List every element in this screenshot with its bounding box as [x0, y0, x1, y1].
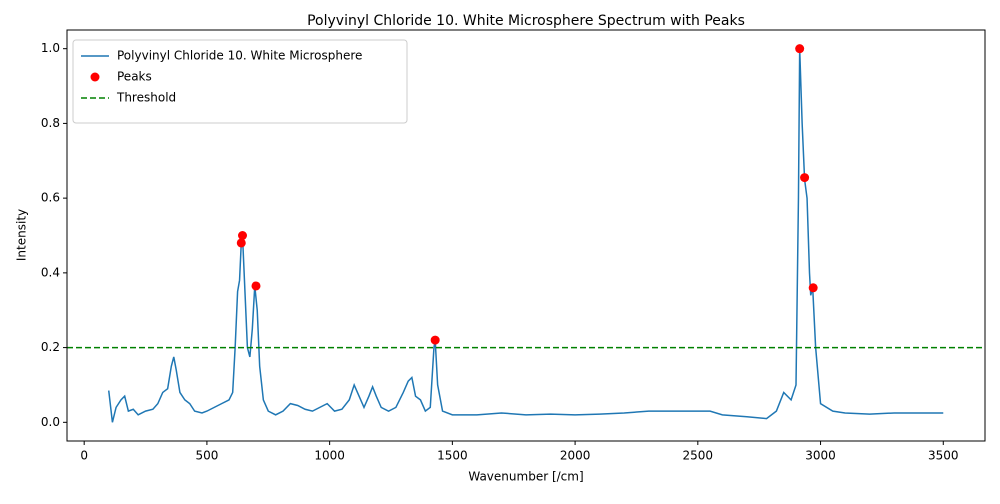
legend-label: Threshold	[116, 91, 176, 105]
x-tick-label: 3500	[928, 449, 959, 463]
x-axis-label: Wavenumber [/cm]	[468, 470, 583, 484]
peak-marker	[795, 44, 805, 54]
chart-title: Polyvinyl Chloride 10. White Microsphere…	[307, 13, 745, 29]
legend-marker	[90, 72, 100, 82]
legend-label: Peaks	[117, 70, 152, 84]
plot-frame	[66, 29, 986, 442]
y-tick-label: 1.0	[41, 41, 60, 55]
x-tick-label: 500	[195, 449, 218, 463]
peak-marker	[800, 173, 810, 183]
spectrum-line	[107, 48, 944, 423]
y-tick-label: 0.2	[41, 340, 60, 354]
x-tick-label: 2000	[560, 449, 591, 463]
peak-marker	[430, 335, 440, 345]
x-tick-label: 0	[80, 449, 88, 463]
peak-marker	[251, 281, 261, 291]
x-tick-label: 1500	[437, 449, 468, 463]
y-tick-label: 0.8	[41, 116, 60, 130]
peak-marker	[236, 238, 246, 248]
x-tick-label: 1000	[314, 449, 345, 463]
peak-marker	[808, 283, 818, 293]
y-tick-label: 0.6	[41, 191, 60, 205]
legend-label: Polyvinyl Chloride 10. White Microsphere	[117, 49, 362, 63]
x-tick-label: 2500	[683, 449, 714, 463]
legend-box	[72, 39, 408, 124]
x-tick-label: 3000	[805, 449, 836, 463]
y-tick-label: 0.4	[41, 265, 60, 279]
y-tick-label: 0.0	[41, 415, 60, 429]
y-axis-label: Intensity	[15, 209, 29, 261]
peak-marker	[238, 231, 247, 240]
